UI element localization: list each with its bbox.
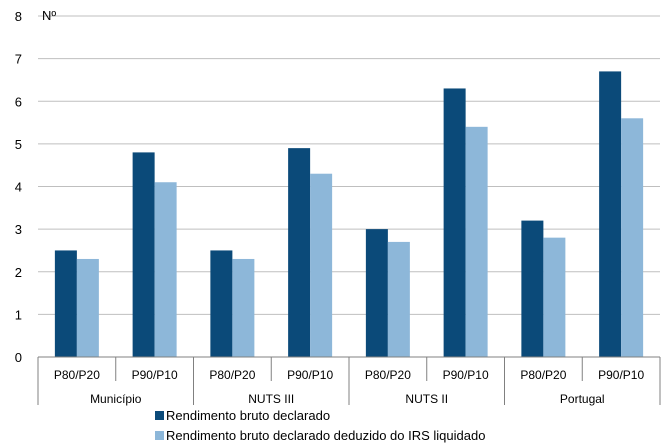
legend: Rendimento bruto declarado Rendimento bru… <box>155 408 485 443</box>
y-tick-label: 1 <box>15 307 22 322</box>
y-tick-label: 4 <box>15 180 22 195</box>
bars <box>54 71 644 358</box>
y-tick-label: 6 <box>15 94 22 109</box>
x-tick-label: P90/P10 <box>443 368 489 382</box>
y-tick-label: 2 <box>15 265 22 280</box>
bar <box>365 229 388 357</box>
group-label: NUTS II <box>405 392 448 406</box>
y-tick-label: 7 <box>15 52 22 67</box>
gridlines <box>38 15 660 358</box>
bar <box>76 258 99 357</box>
y-tick-label: 0 <box>15 350 22 365</box>
legend-swatch <box>155 431 164 440</box>
y-tick-label: 8 <box>15 9 22 24</box>
x-tick-label: P90/P10 <box>598 368 644 382</box>
y-axis-label: Nº <box>42 8 56 23</box>
x-tick-label: P80/P20 <box>520 368 566 382</box>
bar <box>232 258 255 357</box>
bar <box>54 250 77 357</box>
bar <box>443 88 466 358</box>
x-tick-label: P80/P20 <box>365 368 411 382</box>
bar <box>288 148 311 357</box>
bar <box>621 118 644 357</box>
legend-label: Rendimento bruto declarado <box>166 408 330 423</box>
bar <box>543 237 566 357</box>
x-axis: P80/P20 P90/P10 P80/P20 P90/P10 P80/P20 P90/P… <box>37 356 661 406</box>
group-label: Município <box>90 392 142 406</box>
bar <box>387 241 410 357</box>
group-label: NUTS III <box>248 392 294 406</box>
legend-label: Rendimento bruto declarado deduzido do I… <box>166 428 485 443</box>
x-tick-label: P80/P20 <box>209 368 255 382</box>
y-axis-ticks: 0 1 2 3 4 5 6 7 8 <box>15 9 22 365</box>
y-tick-label: 5 <box>15 137 22 152</box>
bar <box>154 182 177 357</box>
x-tick-label: P80/P20 <box>54 368 100 382</box>
bar <box>521 220 544 357</box>
bar <box>310 173 333 357</box>
x-tick-label: P90/P10 <box>132 368 178 382</box>
x-tick-label: P90/P10 <box>287 368 333 382</box>
legend-swatch <box>155 411 164 420</box>
bar <box>599 71 622 357</box>
bar <box>210 250 233 357</box>
bar <box>132 152 155 357</box>
y-tick-label: 3 <box>15 222 22 237</box>
bar <box>465 126 488 357</box>
group-label: Portugal <box>560 392 605 406</box>
